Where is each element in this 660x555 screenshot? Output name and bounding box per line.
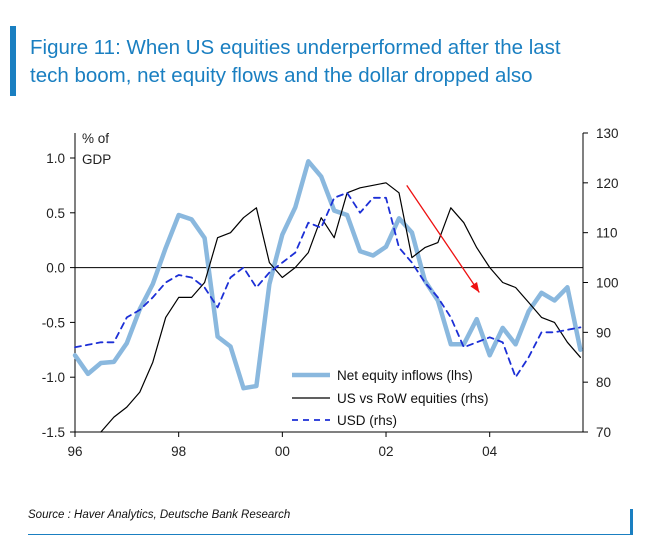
left-tick-label: -0.5 [42,315,65,330]
source-note: Source : Haver Analytics, Deutsche Bank … [28,509,291,521]
left-axis-label-line: GDP [82,152,111,167]
trend-arrow-shaft [406,184,480,293]
left-tick-label: -1.0 [42,370,65,385]
legend-label: Net equity inflows (lhs) [337,368,473,383]
right-tick-label: 80 [596,375,611,390]
x-tick-label: 96 [67,444,82,459]
left-tick-label: 0.0 [46,261,65,276]
net-equity-inflows-line [72,159,583,391]
right-tick-label: 120 [596,176,619,191]
x-tick-label: 02 [379,444,394,459]
legend-label: USD (rhs) [337,413,397,428]
bottom-right-accent-bar [630,509,633,535]
trend-arrow-head [470,281,480,293]
usd-line [74,191,582,379]
x-tick-label: 00 [275,444,290,459]
title-accent-bar [10,26,16,96]
right-tick-label: 130 [596,126,619,141]
bottom-rule [28,534,633,535]
left-tick-label: 0.5 [46,206,65,221]
title-line-2: tech boom, net equity flows and the doll… [30,64,533,87]
left-tick-label: -1.5 [42,425,65,440]
legend-label: US vs RoW equities (rhs) [337,391,489,406]
left-tick-label: 1.0 [46,151,65,166]
us-vs-row-equities-line [100,182,582,433]
right-tick-label: 100 [596,276,619,291]
left-axis-label-line: % of [82,131,109,146]
figure-title: Figure 11: When US equities underperform… [30,34,655,90]
right-tick-label: 110 [596,226,618,241]
right-tick-label: 90 [596,325,611,340]
x-tick-label: 04 [482,444,498,459]
right-tick-label: 70 [596,425,611,440]
title-line-1: Figure 11: When US equities underperform… [30,36,561,59]
x-tick-label: 98 [171,444,186,459]
